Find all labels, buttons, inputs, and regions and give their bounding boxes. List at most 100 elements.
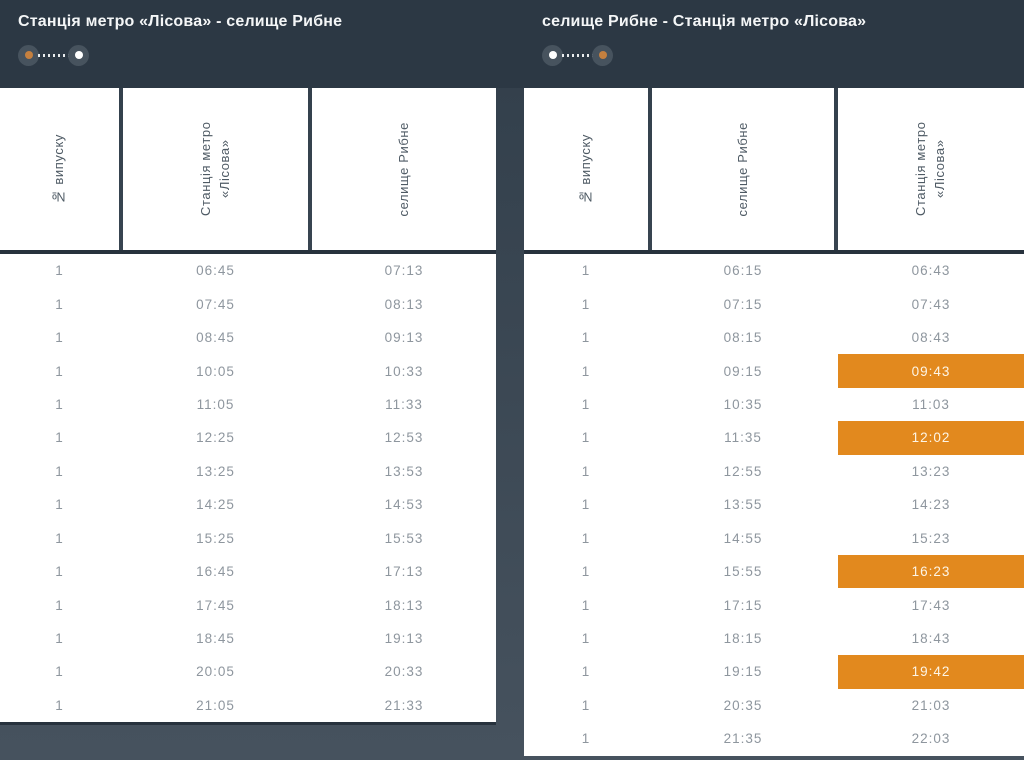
route-end-dot-icon [598,51,607,59]
column-header-departure-stop: селище Рибне [652,88,834,250]
issue-number-cell: 1 [55,263,64,279]
departure-time-cell: 12:25 [196,430,235,446]
arrival-time-cell: 21:03 [911,697,951,713]
issue-number-cell: 1 [581,396,591,412]
route-direction-icon [542,44,1024,66]
table-row: 1 13:55 14:23 [524,488,1024,522]
issue-number-cell: 1 [581,597,591,613]
issue-number-cell: 1 [55,631,64,647]
table-row: 1 19:15 19:42 [524,655,1024,689]
arrival-time-cell: 09:13 [384,330,424,346]
issue-number-cell: 1 [581,731,591,747]
arrival-time-cell: 06:43 [911,263,951,279]
departure-time-cell: 20:35 [723,697,763,713]
arrival-time-cell: 18:43 [911,631,951,647]
column-header-arrival-label: селище Рибне [395,121,411,217]
table-row: 1 11:05 11:33 [0,387,496,422]
arrival-time-cell: 07:43 [911,296,951,312]
issue-number-cell: 1 [581,330,591,346]
arrival-time-cell: 15:53 [384,530,424,546]
table-row: 1 18:45 19:13 [0,621,496,656]
table-row: 1 17:15 17:43 [524,588,1024,622]
departure-time-cell: 10:35 [723,396,763,412]
issue-number-cell: 1 [55,430,64,446]
arrival-time-cell: 14:23 [911,497,951,513]
departure-time-cell: 18:45 [196,631,235,647]
table-row: 1 21:05 21:33 [0,688,496,723]
issue-number-cell: 1 [581,697,591,713]
issue-number-cell: 1 [55,463,64,479]
arrival-time-cell: 07:13 [384,263,424,279]
route-end-icon [592,44,613,66]
departure-time-cell: 17:15 [723,597,763,613]
table-row: 1 07:45 08:13 [0,287,496,321]
issue-number-cell: 1 [55,363,64,379]
table-row: 1 11:35 12:02 [524,421,1024,455]
issue-number-cell: 1 [581,363,591,379]
arrival-time-cell: 20:33 [384,664,424,680]
departure-time-cell: 16:45 [196,564,235,580]
issue-number-cell: 1 [581,564,591,580]
column-header-arrival-stop: Станція метро «Лісова» [838,88,1024,250]
departure-time-cell: 12:55 [723,463,763,479]
arrival-time-cell: 11:33 [385,396,423,412]
column-header-departure-label: Станція метро «Лісова» [197,121,232,217]
issue-number-cell: 1 [581,631,591,647]
table-row: 1 12:25 12:53 [0,421,496,455]
route-start-icon [18,44,39,66]
route-dotted-line-icon [38,53,69,57]
table-row: 1 20:35 21:03 [524,688,1024,723]
departure-time-cell: 15:55 [723,564,763,580]
arrival-time-cell: 10:33 [384,363,424,379]
column-header-departure-label: селище Рибне [734,121,750,217]
table-row: 1 15:25 15:53 [0,521,496,555]
table-row: 1 10:35 11:03 [524,387,1024,422]
issue-number-cell: 1 [55,396,64,412]
departure-time-cell: 13:25 [196,463,235,479]
arrival-time-cell: 08:13 [384,296,424,312]
table-row: 1 21:35 22:03 [524,722,1024,756]
departure-time-cell: 14:25 [196,497,235,513]
issue-number-cell: 1 [55,597,64,613]
departure-time-cell: 14:55 [723,530,763,546]
table-row: 1 07:15 07:43 [524,287,1024,321]
route-end-dot-icon [74,51,83,59]
arrival-time-cell: 17:43 [911,597,951,613]
table-row: 1 15:55 16:23 [524,554,1024,589]
table-row: 1 06:45 07:13 [0,254,496,288]
departure-time-cell: 06:15 [723,263,763,279]
column-header-issue-number: № випуску [0,88,119,250]
panel-title: селище Рибне - Станція метро «Лісова» [542,13,867,30]
issue-number-cell: 1 [55,296,64,312]
arrival-time-cell: 13:53 [384,463,424,479]
route-direction-icon [18,44,496,66]
departure-time-cell: 11:35 [724,430,762,446]
issue-number-cell: 1 [55,664,64,680]
table-body: 1 06:15 06:43 1 07:15 07:43 1 08:15 08:4… [524,254,1024,756]
issue-number-cell: 1 [581,296,591,312]
departure-time-cell: 20:05 [196,664,235,680]
arrival-time-cell: 14:53 [384,497,424,513]
arrival-time-cell-highlighted: 12:02 [838,421,1024,455]
panel-header: Станція метро «Лісова» - селище Рибне [0,0,496,88]
table-header-row: № випуску Станція метро «Лісова» селище … [0,88,496,254]
column-header-arrival-stop: селище Рибне [312,88,496,250]
arrival-time-cell-highlighted: 09:43 [838,354,1024,388]
arrival-time-cell-highlighted: 16:23 [838,554,1024,589]
issue-number-cell: 1 [581,463,591,479]
issue-number-cell: 1 [581,664,591,680]
panel-title: Станція метро «Лісова» - селище Рибне [18,13,343,30]
route-start-dot-icon [548,51,557,59]
route-start-dot-icon [24,51,33,59]
departure-time-cell: 07:15 [723,296,763,312]
departure-time-cell: 21:05 [196,697,235,713]
column-header-issue-label: № випуску [577,133,593,205]
route-start-icon [542,44,563,66]
issue-number-cell: 1 [581,497,591,513]
arrival-time-cell: 08:43 [911,330,951,346]
arrival-time-cell: 21:33 [384,697,424,713]
table-row: 1 06:15 06:43 [524,254,1024,288]
table-row: 1 14:25 14:53 [0,488,496,522]
panel-header: селище Рибне - Станція метро «Лісова» [524,0,1024,88]
table-row: 1 08:45 09:13 [0,320,496,355]
